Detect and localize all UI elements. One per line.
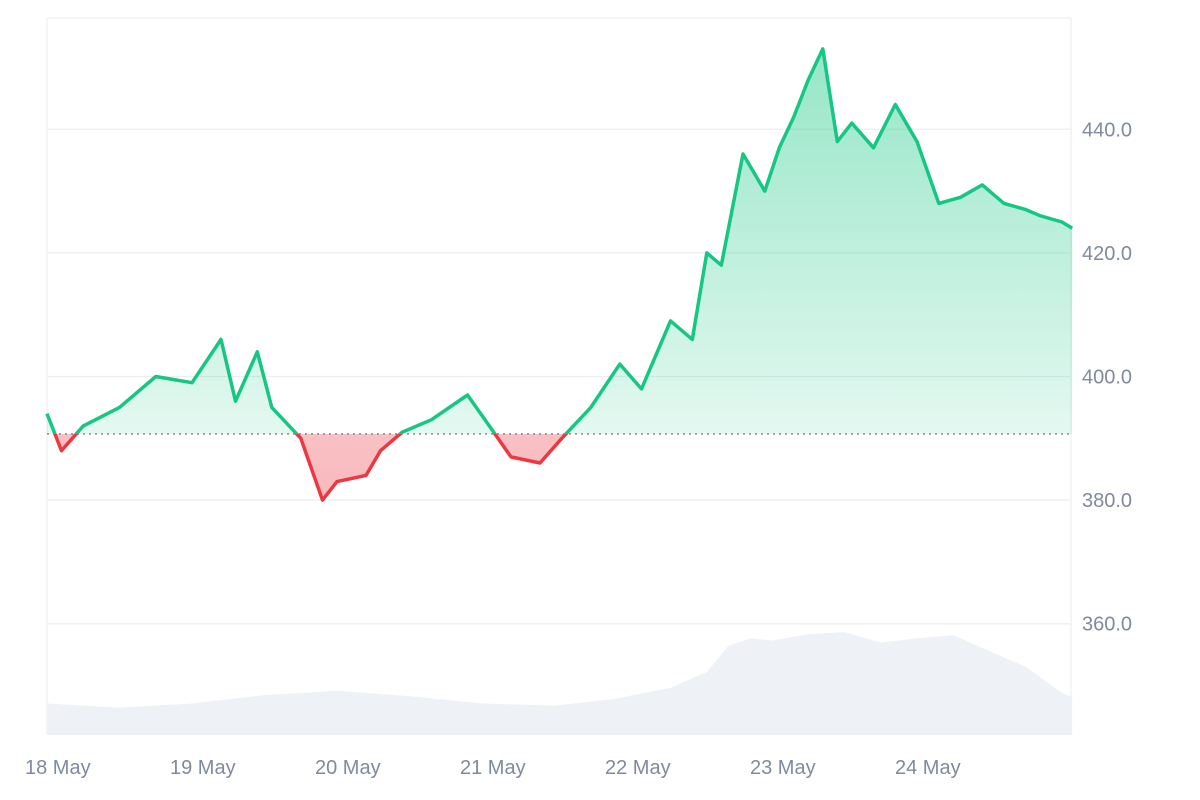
price-area-above [47, 48, 1073, 434]
x-tick-label: 19 May [170, 757, 236, 779]
x-axis: 18 May 19 May 20 May 21 May 22 May 23 May 24 M… [25, 757, 961, 779]
price-line-above [45, 47, 1074, 434]
volume-area [47, 632, 1073, 735]
y-tick-label: 400.0 [1082, 367, 1132, 389]
y-tick-label: 420.0 [1082, 243, 1132, 265]
x-tick-label: 21 May [460, 757, 526, 779]
x-tick-label: 23 May [750, 757, 816, 779]
x-tick-label: 22 May [605, 757, 671, 779]
y-tick-label: 380.0 [1082, 490, 1132, 512]
y-axis: 360.0 380.0 400.0 420.0 440.0 [1082, 119, 1132, 635]
x-tick-label: 20 May [315, 757, 381, 779]
y-tick-label: 440.0 [1082, 119, 1132, 141]
x-tick-label: 24 May [895, 757, 961, 779]
y-tick-label: 360.0 [1082, 614, 1132, 636]
x-tick-label: 18 May [25, 757, 91, 779]
